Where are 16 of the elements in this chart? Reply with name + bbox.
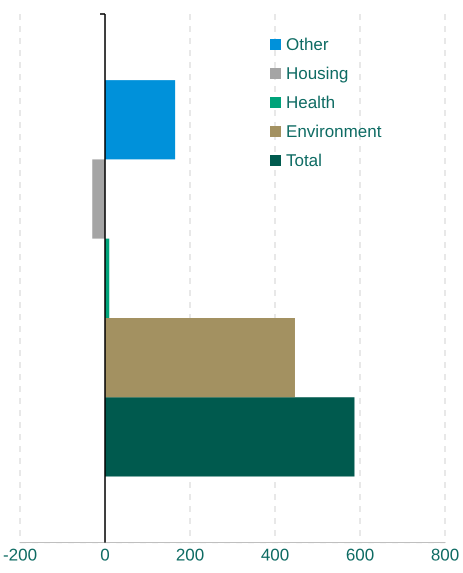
x-tick-label: 800 [430,545,460,564]
legend-label: Housing [286,63,348,85]
x-tick-label: 600 [346,545,374,564]
bar [106,397,354,477]
bar [92,159,105,239]
legend-label: Total [286,150,322,172]
legend-label: Health [286,92,336,114]
bar [106,318,295,398]
x-tick-label: -200 [2,545,38,564]
legend-label: Other [286,34,329,56]
bar [106,238,110,318]
x-tick-label: 0 [100,545,110,564]
legend-label: Environment [286,121,382,143]
x-tick-label: 200 [176,545,204,564]
bar [106,80,176,160]
x-tick-label: 400 [260,545,290,564]
